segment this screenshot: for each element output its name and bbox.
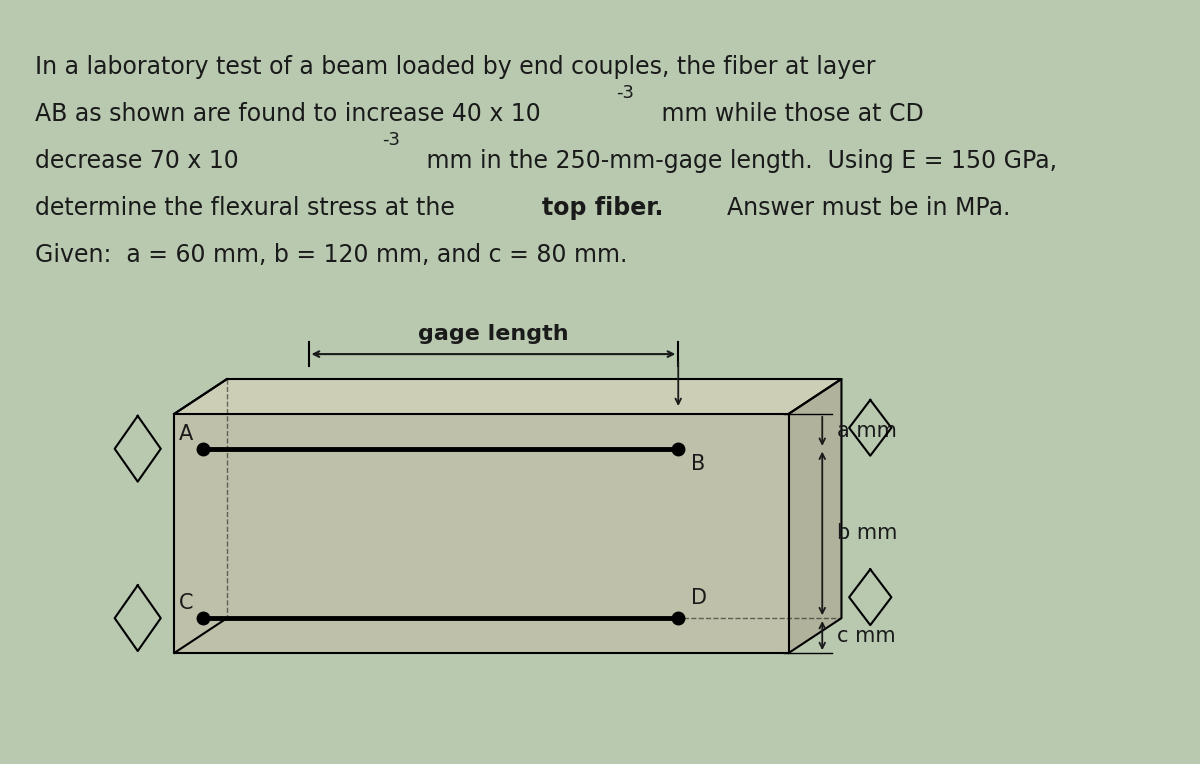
Text: Answer must be in MPa.: Answer must be in MPa. — [712, 196, 1010, 220]
Text: Given:  a = 60 mm, b = 120 mm, and c = 80 mm.: Given: a = 60 mm, b = 120 mm, and c = 80… — [35, 242, 628, 267]
Text: determine the flexural stress at the: determine the flexural stress at the — [35, 196, 462, 220]
Polygon shape — [174, 414, 788, 653]
Text: AB as shown are found to increase 40 x 10: AB as shown are found to increase 40 x 1… — [35, 102, 541, 126]
Text: C: C — [179, 593, 193, 613]
Text: mm while those at CD: mm while those at CD — [654, 102, 924, 126]
Text: a mm: a mm — [836, 421, 896, 442]
Text: D: D — [691, 588, 707, 608]
Text: -3: -3 — [616, 84, 634, 102]
Text: top fiber.: top fiber. — [542, 196, 664, 220]
Text: B: B — [691, 454, 704, 474]
Text: decrease 70 x 10: decrease 70 x 10 — [35, 149, 239, 173]
Polygon shape — [174, 379, 841, 414]
Text: gage length: gage length — [418, 324, 569, 344]
Polygon shape — [788, 379, 841, 653]
Text: b mm: b mm — [836, 523, 898, 543]
Text: -3: -3 — [383, 131, 401, 149]
Text: A: A — [179, 424, 193, 444]
Text: mm in the 250-mm-gage length.  Using E = 150 GPa,: mm in the 250-mm-gage length. Using E = … — [419, 149, 1057, 173]
Text: In a laboratory test of a beam loaded by end couples, the fiber at layer: In a laboratory test of a beam loaded by… — [35, 55, 876, 79]
Text: c mm: c mm — [836, 626, 895, 646]
